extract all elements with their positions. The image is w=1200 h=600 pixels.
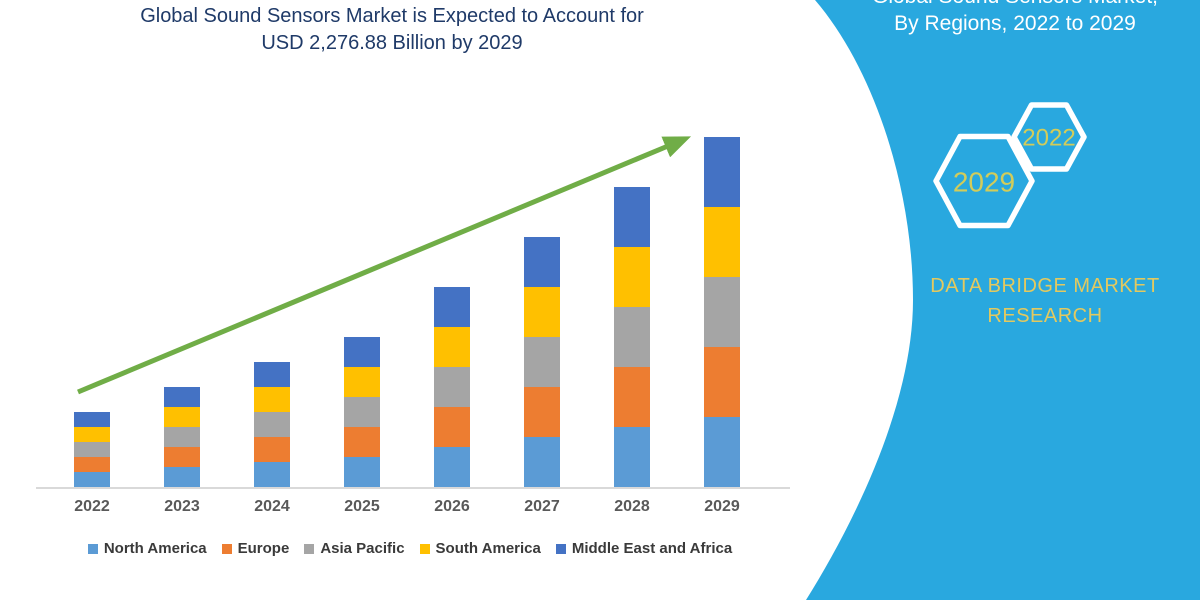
bar-segment-2026-asia-pacific xyxy=(434,366,470,407)
legend-item-south-america: South America xyxy=(419,540,541,557)
legend-item-europe: Europe xyxy=(221,540,290,557)
bar-segment-2027-asia-pacific xyxy=(524,337,560,387)
legend-item-middle-east-and-africa: Middle East and Africa xyxy=(555,540,733,557)
legend-label-middle-east-and-africa: Middle East and Africa xyxy=(571,540,733,557)
legend-label-europe: Europe xyxy=(237,540,290,557)
chart-title-line1: Global Sound Sensors Market is Expected … xyxy=(140,5,644,27)
x-axis-label-2022: 2022 xyxy=(74,498,110,515)
x-axis-label-2025: 2025 xyxy=(344,498,380,515)
bar-segment-2027-middle-east-and-africa xyxy=(524,237,560,287)
bar-segment-2026-middle-east-and-africa xyxy=(434,286,470,327)
bar-segment-2028-middle-east-and-africa xyxy=(614,187,650,247)
bar-segment-2024-asia-pacific xyxy=(254,411,290,437)
chart-title-line2: USD 2,276.88 Billion by 2029 xyxy=(261,32,523,54)
bar-segment-2024-north-america xyxy=(254,461,290,487)
brand-line2: RESEARCH xyxy=(987,305,1103,327)
x-axis-label-2026: 2026 xyxy=(434,498,470,515)
bar-segment-2022-middle-east-and-africa xyxy=(74,412,110,427)
bar-segment-2024-europe xyxy=(254,436,290,462)
x-axis-label-2023: 2023 xyxy=(164,498,200,515)
bar-segment-2026-europe xyxy=(434,406,470,447)
legend-swatch-asia-pacific xyxy=(304,543,315,554)
bar-segment-2027-europe xyxy=(524,387,560,437)
chart-legend: North America Europe Asia Pacific South Ame… xyxy=(30,540,790,557)
brand-line1: DATA BRIDGE MARKET xyxy=(930,275,1160,297)
bar-segment-2029-north-america xyxy=(704,416,740,487)
bar-segment-2029-europe xyxy=(704,346,740,417)
bar-segment-2022-south-america xyxy=(74,427,110,442)
bar-segment-2022-asia-pacific xyxy=(74,442,110,457)
bar-segment-2027-south-america xyxy=(524,287,560,337)
bar-segment-2025-south-america xyxy=(344,367,380,397)
bar-segment-2028-south-america xyxy=(614,247,650,307)
legend-item-north-america: North America xyxy=(87,540,207,557)
legend-label-north-america: North America xyxy=(103,540,207,557)
bar-segment-2025-europe xyxy=(344,427,380,457)
x-axis-label-2024: 2024 xyxy=(254,498,290,515)
side-panel-heading: Global Sound Sensors Market, By Regions,… xyxy=(845,0,1185,37)
legend-swatch-south-america xyxy=(419,543,430,554)
legend-item-asia-pacific: Asia Pacific xyxy=(304,540,405,557)
bar-segment-2028-asia-pacific xyxy=(614,307,650,367)
bar-segment-2023-middle-east-and-africa xyxy=(164,387,200,407)
brand-name: DATA BRIDGE MARKET RESEARCH xyxy=(880,271,1200,331)
stacked-bar-chart: 2022 2023 2024 2025 2026 2027 2028 2029 xyxy=(36,136,790,515)
bar-segment-2028-north-america xyxy=(614,427,650,487)
legend-swatch-europe xyxy=(221,543,232,554)
bar-segment-2028-europe xyxy=(614,367,650,427)
x-axis-label-2029: 2029 xyxy=(704,498,740,515)
x-axis-line xyxy=(36,487,790,489)
bar-segment-2023-north-america xyxy=(164,467,200,487)
bar-segment-2029-south-america xyxy=(704,206,740,277)
x-axis-label-2027: 2027 xyxy=(524,498,560,515)
chart-title: Global Sound Sensors Market is Expected … xyxy=(40,3,744,57)
bar-segment-2026-south-america xyxy=(434,326,470,367)
bar-segment-2023-asia-pacific xyxy=(164,427,200,447)
bar-segment-2022-north-america xyxy=(74,472,110,487)
bar-segment-2024-middle-east-and-africa xyxy=(254,361,290,387)
legend-swatch-north-america xyxy=(87,543,98,554)
bar-segment-2025-north-america xyxy=(344,457,380,487)
bar-segment-2024-south-america xyxy=(254,386,290,412)
bar-segment-2025-asia-pacific xyxy=(344,397,380,427)
bar-segment-2023-south-america xyxy=(164,407,200,427)
bar-segment-2029-middle-east-and-africa xyxy=(704,136,740,207)
bar-segment-2023-europe xyxy=(164,447,200,467)
legend-swatch-middle-east-and-africa xyxy=(555,543,566,554)
bar-segment-2025-middle-east-and-africa xyxy=(344,337,380,367)
legend-label-south-america: South America xyxy=(435,540,541,557)
legend-label-asia-pacific: Asia Pacific xyxy=(320,540,405,557)
side-panel-heading-line1: Global Sound Sensors Market, xyxy=(845,0,1185,10)
x-axis-label-2028: 2028 xyxy=(614,498,650,515)
bar-segment-2026-north-america xyxy=(434,446,470,487)
bar-segment-2027-north-america xyxy=(524,437,560,487)
bar-segment-2029-asia-pacific xyxy=(704,276,740,347)
bar-segment-2022-europe xyxy=(74,457,110,472)
side-panel-heading-line2: By Regions, 2022 to 2029 xyxy=(894,12,1136,35)
